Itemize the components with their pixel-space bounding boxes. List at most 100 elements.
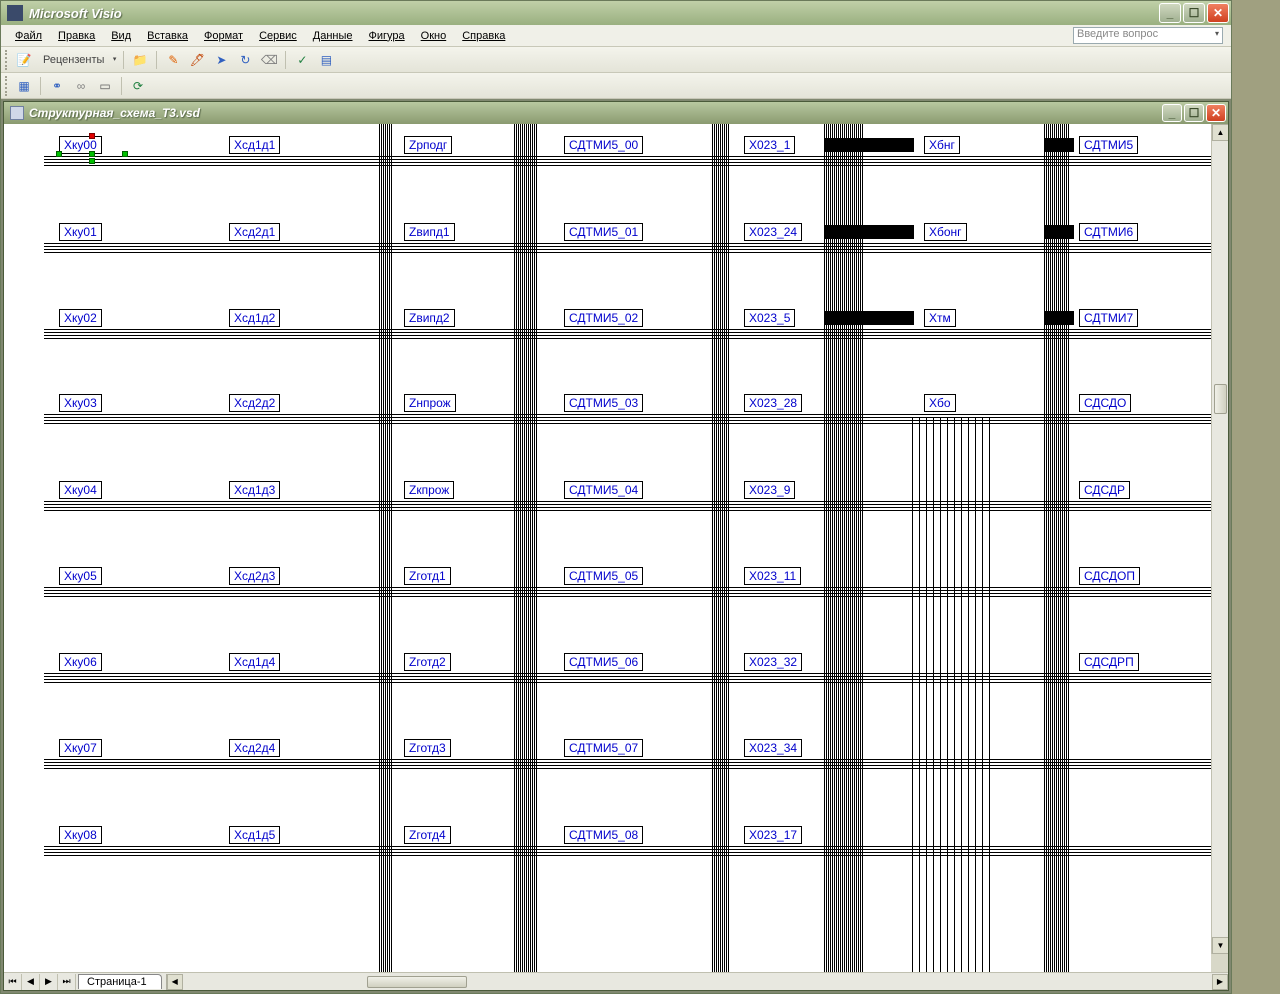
menu-file[interactable]: Файл bbox=[7, 27, 50, 45]
menu-window[interactable]: Окно bbox=[413, 27, 455, 45]
menu-edit[interactable]: Правка bbox=[50, 27, 103, 45]
diagram-box[interactable]: Х023_11 bbox=[744, 567, 801, 585]
selection-handle[interactable] bbox=[89, 151, 95, 157]
horizontal-scrollbar[interactable]: ◀ ▶ bbox=[166, 974, 1228, 990]
close-button[interactable]: ✕ bbox=[1207, 3, 1229, 23]
diagram-box[interactable]: Zнпрож bbox=[404, 394, 456, 412]
diagram-box[interactable]: СДТМИ5_07 bbox=[564, 739, 643, 757]
diagram-box[interactable]: СДСДО bbox=[1079, 394, 1131, 412]
arrow-right-icon[interactable]: ➤ bbox=[210, 49, 232, 71]
diagram-box[interactable]: Хбонг bbox=[924, 223, 967, 241]
help-search-input[interactable]: Введите вопрос bbox=[1073, 27, 1223, 44]
diagram-box[interactable]: Х023_32 bbox=[744, 653, 802, 671]
diagram-box[interactable]: СДСДОП bbox=[1079, 567, 1140, 585]
scroll-down-button[interactable]: ▼ bbox=[1212, 937, 1228, 954]
scroll-right-button[interactable]: ▶ bbox=[1212, 974, 1228, 990]
diagram-box[interactable]: Хку07 bbox=[59, 739, 102, 757]
page-icon[interactable]: ▭ bbox=[94, 75, 116, 97]
document-titlebar[interactable]: Структурная_схема_Т3.vsd _ ☐ ✕ bbox=[4, 102, 1228, 124]
diagram-box[interactable]: СДТМИ5_04 bbox=[564, 481, 643, 499]
link-data-icon[interactable]: ▦ bbox=[13, 75, 35, 97]
menu-help[interactable]: Справка bbox=[454, 27, 513, 45]
diagram-box[interactable]: СДСДР bbox=[1079, 481, 1130, 499]
drawing-canvas[interactable]: Хку00Хсд1д1ZрподгСДТМИ5_00Х023_1ХбнгСДТМ… bbox=[4, 124, 1211, 972]
diagram-box[interactable]: Хку03 bbox=[59, 394, 102, 412]
selection-handle[interactable] bbox=[89, 158, 95, 164]
doc-close-button[interactable]: ✕ bbox=[1206, 104, 1226, 122]
diagram-box[interactable]: Zвипд2 bbox=[404, 309, 455, 327]
scroll-left-button[interactable]: ◀ bbox=[167, 974, 183, 990]
diagram-box[interactable]: Хсд1д2 bbox=[229, 309, 280, 327]
diagram-box[interactable]: Хсд2д2 bbox=[229, 394, 280, 412]
highlight-icon[interactable]: ✎ bbox=[162, 49, 184, 71]
diagram-box[interactable]: Хку01 bbox=[59, 223, 102, 241]
diagram-box[interactable]: СДТМИ5 bbox=[1079, 136, 1138, 154]
diagram-box[interactable]: Zрподг bbox=[404, 136, 452, 154]
track-icon[interactable]: ✓ bbox=[291, 49, 313, 71]
diagram-box[interactable]: Хку02 bbox=[59, 309, 102, 327]
diagram-box[interactable]: Zвипд1 bbox=[404, 223, 455, 241]
hyperlink-icon[interactable]: ∞ bbox=[70, 75, 92, 97]
diagram-box[interactable]: Хку05 bbox=[59, 567, 102, 585]
doc-maximize-button[interactable]: ☐ bbox=[1184, 104, 1204, 122]
toolbar-grip[interactable] bbox=[5, 50, 9, 70]
doc-minimize-button[interactable]: _ bbox=[1162, 104, 1182, 122]
menu-shape[interactable]: Фигура bbox=[361, 27, 413, 45]
diagram-box[interactable]: Хку08 bbox=[59, 826, 102, 844]
menu-view[interactable]: Вид bbox=[103, 27, 139, 45]
reviewers-dropdown[interactable]: Рецензенты bbox=[37, 52, 118, 68]
diagram-box[interactable]: Zготд1 bbox=[404, 567, 451, 585]
diagram-box[interactable]: СДТМИ5_01 bbox=[564, 223, 643, 241]
diagram-box[interactable]: СДТМИ5_03 bbox=[564, 394, 643, 412]
diagram-box[interactable]: Хсд2д1 bbox=[229, 223, 280, 241]
folder-icon[interactable]: 📁 bbox=[129, 49, 151, 71]
diagram-box[interactable]: Х023_5 bbox=[744, 309, 795, 327]
page-tab[interactable]: Страница-1 bbox=[78, 974, 162, 989]
diagram-box[interactable]: СДТМИ5_00 bbox=[564, 136, 643, 154]
prev-page-button[interactable]: ◀ bbox=[22, 974, 40, 990]
insert-link-icon[interactable]: ⚭ bbox=[46, 75, 68, 97]
refresh-icon[interactable]: ⟳ bbox=[127, 75, 149, 97]
last-page-button[interactable]: ⏭ bbox=[58, 974, 76, 990]
diagram-box[interactable]: Хсд1д4 bbox=[229, 653, 280, 671]
scroll-up-button[interactable]: ▲ bbox=[1212, 124, 1228, 141]
toolbar-grip[interactable] bbox=[5, 76, 9, 96]
diagram-box[interactable]: Хбнг bbox=[924, 136, 960, 154]
diagram-box[interactable]: Хбо bbox=[924, 394, 956, 412]
hscroll-thumb[interactable] bbox=[367, 976, 467, 988]
next-page-button[interactable]: ▶ bbox=[40, 974, 58, 990]
diagram-box[interactable]: СДТМИ5_06 bbox=[564, 653, 643, 671]
diagram-box[interactable]: Хсд1д3 bbox=[229, 481, 280, 499]
diagram-box[interactable]: Х023_9 bbox=[744, 481, 795, 499]
vertical-scrollbar[interactable]: ▲ ▼ bbox=[1211, 124, 1228, 954]
diagram-box[interactable]: Хсд1д1 bbox=[229, 136, 280, 154]
menu-insert[interactable]: Вставка bbox=[139, 27, 196, 45]
diagram-box[interactable]: СДТМИ7 bbox=[1079, 309, 1138, 327]
diagram-box[interactable]: Хсд2д4 bbox=[229, 739, 280, 757]
diagram-box[interactable]: Хку00 bbox=[59, 136, 102, 154]
diagram-box[interactable]: Zкпрож bbox=[404, 481, 454, 499]
diagram-box[interactable]: Хсд1д5 bbox=[229, 826, 280, 844]
diagram-box[interactable]: Х023_17 bbox=[744, 826, 802, 844]
diagram-box[interactable]: СДТМИ5_02 bbox=[564, 309, 643, 327]
diagram-box[interactable]: Zготд2 bbox=[404, 653, 451, 671]
diagram-box[interactable]: Х023_28 bbox=[744, 394, 802, 412]
pane-icon[interactable]: ▤ bbox=[315, 49, 337, 71]
selection-handle[interactable] bbox=[122, 151, 128, 157]
diagram-box[interactable]: Х023_34 bbox=[744, 739, 802, 757]
maximize-button[interactable]: ☐ bbox=[1183, 3, 1205, 23]
titlebar[interactable]: Microsoft Visio _ ☐ ✕ bbox=[1, 1, 1231, 25]
selection-handle[interactable] bbox=[89, 133, 95, 139]
first-page-button[interactable]: ⏮ bbox=[4, 974, 22, 990]
scroll-thumb[interactable] bbox=[1214, 384, 1227, 414]
minimize-button[interactable]: _ bbox=[1159, 3, 1181, 23]
diagram-box[interactable]: Х023_24 bbox=[744, 223, 802, 241]
diagram-box[interactable]: СДТМИ6 bbox=[1079, 223, 1138, 241]
menu-format[interactable]: Формат bbox=[196, 27, 251, 45]
diagram-box[interactable]: СДСДРП bbox=[1079, 653, 1139, 671]
diagram-box[interactable]: Хтм bbox=[924, 309, 956, 327]
arrow-loop-icon[interactable]: ↻ bbox=[234, 49, 256, 71]
new-comment-icon[interactable]: 📝 bbox=[13, 49, 35, 71]
diagram-box[interactable]: СДТМИ5_05 bbox=[564, 567, 643, 585]
menu-tools[interactable]: Сервис bbox=[251, 27, 305, 45]
